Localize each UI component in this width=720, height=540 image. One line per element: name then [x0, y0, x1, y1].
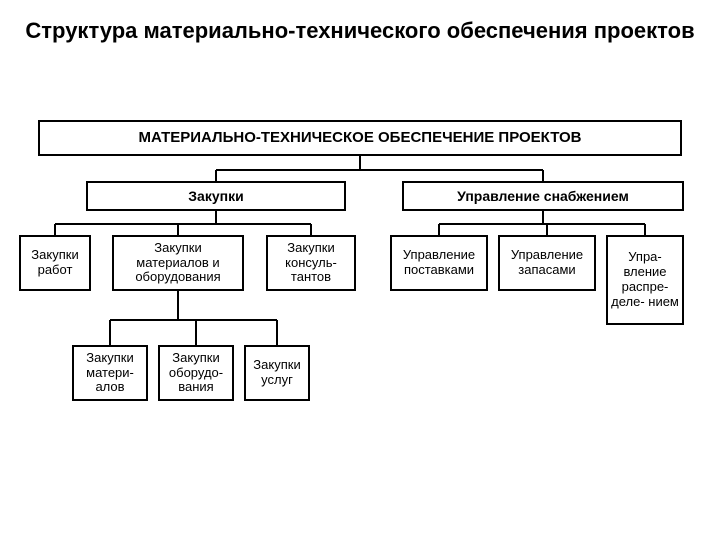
node-l4c: Закупки услуг — [244, 345, 310, 401]
node-l4a: Закупки матери- алов — [72, 345, 148, 401]
node-l3d: Управление поставками — [390, 235, 488, 291]
node-l3a: Закупки работ — [19, 235, 91, 291]
node-l4b: Закупки оборудо- вания — [158, 345, 234, 401]
node-l2a: Закупки — [86, 181, 346, 211]
node-l3e: Управление запасами — [498, 235, 596, 291]
node-l3b: Закупки материалов и оборудования — [112, 235, 244, 291]
node-l2b: Управление снабжением — [402, 181, 684, 211]
node-l3c: Закупки консуль- тантов — [266, 235, 356, 291]
node-l3f: Упра- вление распре- деле- нием — [606, 235, 684, 325]
node-root: МАТЕРИАЛЬНО-ТЕХНИЧЕСКОЕ ОБЕСПЕЧЕНИЕ ПРОЕ… — [38, 120, 682, 156]
